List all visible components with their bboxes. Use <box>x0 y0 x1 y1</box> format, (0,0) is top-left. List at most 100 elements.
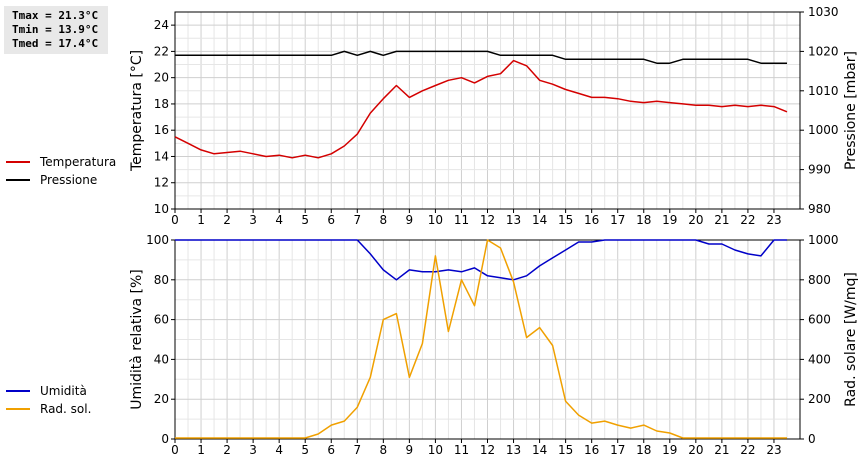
y-left-tick-label: 18 <box>154 97 169 111</box>
stat-tmin: Tmin = 13.9°C <box>12 23 99 36</box>
y-right-tick-label: 980 <box>808 202 831 216</box>
x-tick-label: 9 <box>406 443 414 457</box>
legend-item-pressione: Pressione <box>6 171 116 189</box>
legend-swatch <box>6 408 30 410</box>
x-tick-label: 2 <box>223 443 231 457</box>
y-right-axis-title: Rad. solare [W/mq] <box>843 272 859 407</box>
y-left-tick-label: 100 <box>146 233 169 247</box>
stats-box: Tmax = 21.3°C Tmin = 13.9°C Tmed = 17.4°… <box>4 6 108 54</box>
y-right-axis-title: Pressione [mbar] <box>843 51 859 170</box>
x-tick-label: 7 <box>353 443 361 457</box>
y-left-axis-title: Temperatura [°C] <box>129 50 145 172</box>
y-right-tick-label: 1030 <box>808 5 839 19</box>
series-line-rad-sol- <box>175 239 787 439</box>
x-tick-label: 19 <box>662 213 677 227</box>
x-tick-label: 11 <box>454 213 469 227</box>
y-left-tick-label: 0 <box>161 432 169 446</box>
x-tick-label: 5 <box>301 213 309 227</box>
x-tick-label: 15 <box>558 443 573 457</box>
x-tick-label: 4 <box>275 443 283 457</box>
x-tick-label: 23 <box>766 443 781 457</box>
legend-label: Pressione <box>40 173 98 187</box>
y-right-tick-label: 600 <box>808 313 831 327</box>
x-tick-label: 8 <box>380 213 388 227</box>
y-right-tick-label: 400 <box>808 352 831 366</box>
x-tick-label: 9 <box>406 213 414 227</box>
x-tick-label: 19 <box>662 443 677 457</box>
legend-item-rad-sol: Rad. sol. <box>6 400 91 418</box>
x-tick-label: 2 <box>223 213 231 227</box>
y-right-tick-label: 990 <box>808 163 831 177</box>
x-tick-label: 12 <box>480 213 495 227</box>
y-right-tick-label: 200 <box>808 392 831 406</box>
series-line-umidit- <box>175 239 787 281</box>
stat-tmed: Tmed = 17.4°C <box>12 37 99 50</box>
x-tick-label: 6 <box>327 443 335 457</box>
legend-label: Rad. sol. <box>40 402 92 416</box>
x-tick-label: 21 <box>714 213 729 227</box>
x-tick-label: 4 <box>275 213 283 227</box>
y-right-tick-label: 1000 <box>808 123 839 137</box>
y-left-tick-label: 10 <box>154 202 169 216</box>
legend-swatch <box>6 179 30 181</box>
x-tick-label: 14 <box>532 443 547 457</box>
y-right-tick-label: 0 <box>808 432 816 446</box>
legend-item-temperatura: Temperatura <box>6 153 116 171</box>
y-left-axis-title: Umidità relativa [%] <box>129 269 145 410</box>
y-left-tick-label: 14 <box>154 149 169 163</box>
legend-swatch <box>6 390 30 392</box>
series-line-pressione <box>175 50 787 64</box>
x-tick-label: 3 <box>249 213 257 227</box>
y-left-tick-label: 12 <box>154 176 169 190</box>
x-tick-label: 21 <box>714 443 729 457</box>
x-tick-label: 17 <box>610 443 625 457</box>
y-left-tick-label: 60 <box>154 313 169 327</box>
legend-label: Umidità <box>40 384 87 398</box>
x-tick-label: 3 <box>249 443 257 457</box>
y-left-tick-label: 20 <box>154 392 169 406</box>
y-left-tick-label: 24 <box>154 18 169 32</box>
x-tick-label: 15 <box>558 213 573 227</box>
legend-label: Temperatura <box>40 155 117 169</box>
x-tick-label: 16 <box>584 213 599 227</box>
legend-swatch <box>6 161 30 163</box>
x-tick-label: 10 <box>428 443 443 457</box>
y-right-tick-label: 800 <box>808 273 831 287</box>
legend-bottom: Umidità Rad. sol. <box>6 382 91 418</box>
x-tick-label: 12 <box>480 443 495 457</box>
x-tick-label: 1 <box>197 443 205 457</box>
x-tick-label: 5 <box>301 443 309 457</box>
x-tick-label: 7 <box>353 213 361 227</box>
legend-top: Temperatura Pressione <box>6 153 116 189</box>
x-tick-label: 20 <box>688 213 703 227</box>
x-tick-label: 13 <box>506 443 521 457</box>
series-line-temperatura <box>174 59 788 159</box>
legend-item-umidita: Umidità <box>6 382 91 400</box>
x-tick-label: 22 <box>740 443 755 457</box>
y-left-tick-label: 80 <box>154 273 169 287</box>
x-tick-label: 20 <box>688 443 703 457</box>
x-tick-label: 22 <box>740 213 755 227</box>
x-tick-label: 8 <box>380 443 388 457</box>
x-tick-label: 10 <box>428 213 443 227</box>
y-left-tick-label: 22 <box>154 44 169 58</box>
x-tick-label: 13 <box>506 213 521 227</box>
stat-tmax: Tmax = 21.3°C <box>12 9 99 22</box>
y-right-tick-label: 1010 <box>808 84 839 98</box>
x-tick-label: 6 <box>327 213 335 227</box>
x-tick-label: 1 <box>197 213 205 227</box>
x-tick-label: 18 <box>636 213 651 227</box>
y-left-tick-label: 16 <box>154 123 169 137</box>
y-right-tick-label: 1020 <box>808 44 839 58</box>
x-tick-label: 11 <box>454 443 469 457</box>
x-tick-label: 23 <box>766 213 781 227</box>
y-left-tick-label: 20 <box>154 71 169 85</box>
x-tick-label: 0 <box>171 213 179 227</box>
x-tick-label: 16 <box>584 443 599 457</box>
x-tick-label: 18 <box>636 443 651 457</box>
x-tick-label: 14 <box>532 213 547 227</box>
y-left-tick-label: 40 <box>154 352 169 366</box>
y-right-tick-label: 1000 <box>808 233 839 247</box>
x-tick-label: 17 <box>610 213 625 227</box>
